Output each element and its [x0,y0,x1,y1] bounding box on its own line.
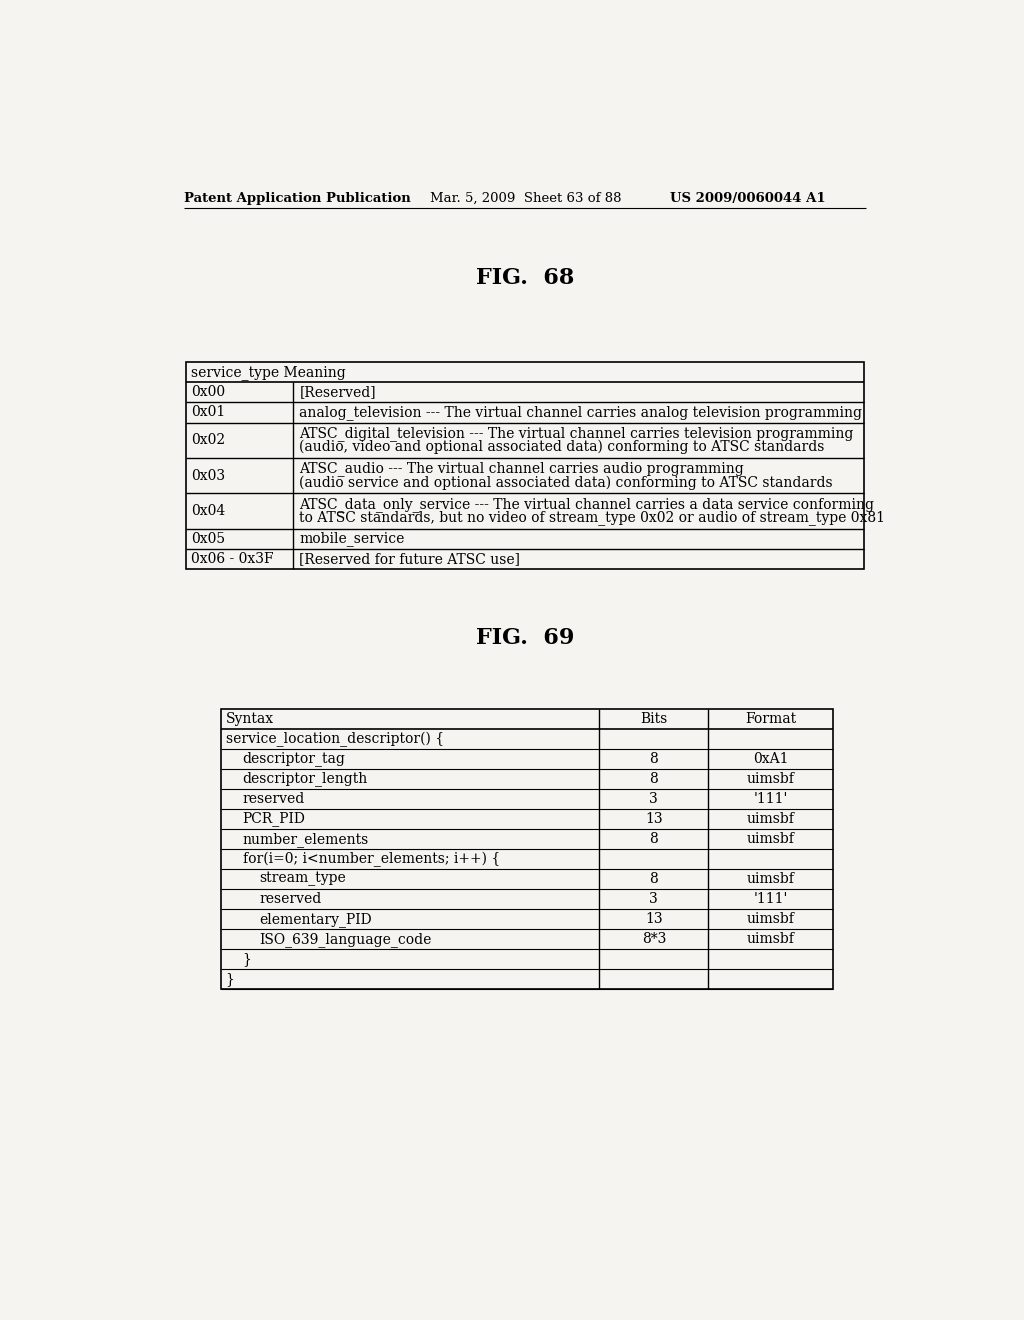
Text: 8: 8 [649,752,658,766]
Text: 0x05: 0x05 [190,532,225,545]
Text: }: } [225,973,234,986]
Text: uimsbf: uimsbf [746,812,795,826]
Text: 0x00: 0x00 [190,385,225,400]
Text: ISO_639_language_code: ISO_639_language_code [260,932,432,946]
Text: 0x03: 0x03 [190,469,225,483]
Text: 0x02: 0x02 [190,433,225,447]
Text: 8: 8 [649,832,658,846]
Bar [186,363,864,569]
Text: [Reserved]: [Reserved] [299,385,376,400]
Text: analog_television --- The virtual channel carries analog television programming: analog_television --- The virtual channe… [299,405,862,420]
Text: for(i=0; i<number_elements; i++) {: for(i=0; i<number_elements; i++) { [243,851,500,867]
Text: service_location_descriptor() {: service_location_descriptor() { [225,731,443,747]
Text: mobile_service: mobile_service [299,532,404,546]
Text: 8: 8 [649,873,658,886]
Text: uimsbf: uimsbf [746,912,795,927]
Text: [Reserved for future ATSC use]: [Reserved for future ATSC use] [299,552,520,566]
Text: '111': '111' [754,892,788,906]
Text: 3: 3 [649,892,658,906]
Bar [221,709,834,989]
Text: 8: 8 [649,772,658,785]
Text: 0x04: 0x04 [190,504,225,517]
Text: 3: 3 [649,792,658,807]
Text: }: } [243,952,252,966]
Text: reserved: reserved [243,792,305,807]
Text: number_elements: number_elements [243,832,369,846]
Text: FIG.  68: FIG. 68 [475,267,574,289]
Text: 0xA1: 0xA1 [753,752,788,766]
Text: US 2009/0060044 A1: US 2009/0060044 A1 [671,191,826,205]
Text: uimsbf: uimsbf [746,832,795,846]
Text: 0x06 - 0x3F: 0x06 - 0x3F [190,552,273,566]
Text: Patent Application Publication: Patent Application Publication [183,191,411,205]
Text: uimsbf: uimsbf [746,873,795,886]
Text: service_type Meaning: service_type Meaning [190,366,345,380]
Text: elementary_PID: elementary_PID [260,912,373,927]
Text: '111': '111' [754,792,788,807]
Text: Syntax: Syntax [225,711,273,726]
Text: ATSC_digital_television --- The virtual channel carries television programming: ATSC_digital_television --- The virtual … [299,426,854,441]
Text: Mar. 5, 2009  Sheet 63 of 88: Mar. 5, 2009 Sheet 63 of 88 [430,191,622,205]
Text: 8*3: 8*3 [642,932,666,946]
Text: Format: Format [745,711,797,726]
Text: uimsbf: uimsbf [746,772,795,785]
Text: Bits: Bits [640,711,668,726]
Text: ATSC_data_only_service --- The virtual channel carries a data service conforming: ATSC_data_only_service --- The virtual c… [299,496,874,512]
Text: stream_type: stream_type [260,873,346,886]
Text: (audio service and optional associated data) conforming to ATSC standards: (audio service and optional associated d… [299,475,834,490]
Text: (audio, video and optional associated data) conforming to ATSC standards: (audio, video and optional associated da… [299,440,825,454]
Text: 13: 13 [645,812,663,826]
Text: reserved: reserved [260,892,322,906]
Text: 0x01: 0x01 [190,405,225,420]
Text: to ATSC standards, but no video of stream_type 0x02 or audio of stream_type 0x81: to ATSC standards, but no video of strea… [299,511,886,525]
Text: descriptor_length: descriptor_length [243,772,368,787]
Text: ATSC_audio --- The virtual channel carries audio programming: ATSC_audio --- The virtual channel carri… [299,461,744,477]
Text: descriptor_tag: descriptor_tag [243,751,345,767]
Text: FIG.  69: FIG. 69 [475,627,574,649]
Text: 13: 13 [645,912,663,927]
Text: uimsbf: uimsbf [746,932,795,946]
Text: PCR_PID: PCR_PID [243,812,305,826]
